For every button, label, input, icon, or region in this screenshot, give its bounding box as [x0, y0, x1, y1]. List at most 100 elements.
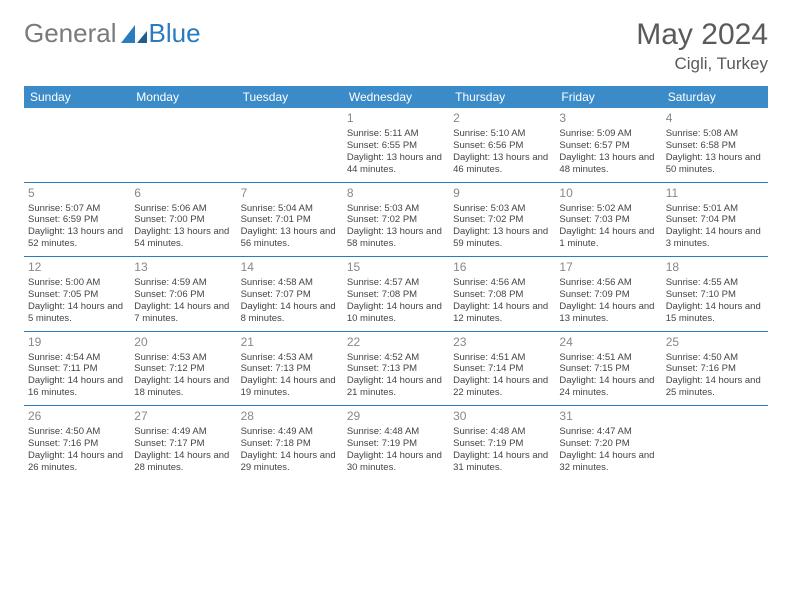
- day-number: 5: [28, 186, 126, 201]
- daylight-line: Daylight: 14 hours and 8 minutes.: [241, 301, 339, 325]
- day-cell: 10Sunrise: 5:02 AMSunset: 7:03 PMDayligh…: [555, 182, 661, 257]
- day-number: 22: [347, 335, 445, 350]
- day-number: 21: [241, 335, 339, 350]
- day-cell: 22Sunrise: 4:52 AMSunset: 7:13 PMDayligh…: [343, 331, 449, 406]
- sunrise-line: Sunrise: 4:49 AM: [134, 426, 232, 438]
- day-number: 20: [134, 335, 232, 350]
- day-number: 26: [28, 409, 126, 424]
- sunrise-line: Sunrise: 4:54 AM: [28, 352, 126, 364]
- sunset-line: Sunset: 7:15 PM: [559, 363, 657, 375]
- sunset-line: Sunset: 7:02 PM: [453, 214, 551, 226]
- day-cell: 4Sunrise: 5:08 AMSunset: 6:58 PMDaylight…: [662, 108, 768, 182]
- sunset-line: Sunset: 7:11 PM: [28, 363, 126, 375]
- sunset-line: Sunset: 7:18 PM: [241, 438, 339, 450]
- day-cell: [24, 108, 130, 182]
- daylight-line: Daylight: 14 hours and 15 minutes.: [666, 301, 764, 325]
- sunset-line: Sunset: 6:55 PM: [347, 140, 445, 152]
- day-number: 2: [453, 111, 551, 126]
- day-cell: [237, 108, 343, 182]
- sunset-line: Sunset: 7:16 PM: [28, 438, 126, 450]
- logo-sail-icon: [121, 25, 147, 43]
- day-cell: 12Sunrise: 5:00 AMSunset: 7:05 PMDayligh…: [24, 257, 130, 332]
- daylight-line: Daylight: 13 hours and 48 minutes.: [559, 152, 657, 176]
- daylight-line: Daylight: 14 hours and 28 minutes.: [134, 450, 232, 474]
- day-number: 25: [666, 335, 764, 350]
- day-cell: 24Sunrise: 4:51 AMSunset: 7:15 PMDayligh…: [555, 331, 661, 406]
- day-number: 6: [134, 186, 232, 201]
- sunrise-line: Sunrise: 4:50 AM: [28, 426, 126, 438]
- logo: General Blue: [24, 18, 201, 49]
- calendar-table: SundayMondayTuesdayWednesdayThursdayFrid…: [24, 86, 768, 480]
- day-cell: [130, 108, 236, 182]
- location: Cigli, Turkey: [636, 54, 768, 74]
- daylight-line: Daylight: 13 hours and 50 minutes.: [666, 152, 764, 176]
- sunset-line: Sunset: 7:09 PM: [559, 289, 657, 301]
- sunrise-line: Sunrise: 4:48 AM: [347, 426, 445, 438]
- sunset-line: Sunset: 6:59 PM: [28, 214, 126, 226]
- daylight-line: Daylight: 14 hours and 29 minutes.: [241, 450, 339, 474]
- day-cell: 21Sunrise: 4:53 AMSunset: 7:13 PMDayligh…: [237, 331, 343, 406]
- month-title: May 2024: [636, 18, 768, 52]
- sunrise-line: Sunrise: 4:56 AM: [453, 277, 551, 289]
- daylight-line: Daylight: 13 hours and 59 minutes.: [453, 226, 551, 250]
- daylight-line: Daylight: 13 hours and 54 minutes.: [134, 226, 232, 250]
- daylight-line: Daylight: 14 hours and 12 minutes.: [453, 301, 551, 325]
- sunrise-line: Sunrise: 5:09 AM: [559, 128, 657, 140]
- calendar-body: 1 Sunrise: 5:11 AMSunset: 6:55 PM Daylight…: [24, 108, 768, 480]
- day-header-row: SundayMondayTuesdayWednesdayThursdayFrid…: [24, 86, 768, 108]
- sunrise-line: Sunrise: 4:53 AM: [241, 352, 339, 364]
- sunrise-line: Sunrise: 5:01 AM: [666, 203, 764, 215]
- sunrise-line: Sunrise: 4:51 AM: [453, 352, 551, 364]
- day-number: 24: [559, 335, 657, 350]
- sunrise-line: Sunrise: 4:49 AM: [241, 426, 339, 438]
- sunrise-line: Sunrise: 5:10 AM: [453, 128, 551, 140]
- day-header: Sunday: [24, 86, 130, 108]
- sunset-line: Sunset: 7:10 PM: [666, 289, 764, 301]
- sunrise-line: Sunrise: 4:48 AM: [453, 426, 551, 438]
- sunset-line: Sunset: 7:19 PM: [347, 438, 445, 450]
- sunset-line: Sunset: 7:00 PM: [134, 214, 232, 226]
- day-cell: 6 Sunrise: 5:06 AMSunset: 7:00 PMDaylight…: [130, 182, 236, 257]
- day-number: 30: [453, 409, 551, 424]
- daylight-line: Daylight: 14 hours and 13 minutes.: [559, 301, 657, 325]
- day-number: 8: [347, 186, 445, 201]
- day-number: 10: [559, 186, 657, 201]
- sunrise-line: Sunrise: 5:11 AM: [347, 128, 445, 140]
- sunrise-line: Sunrise: 5:03 AM: [453, 203, 551, 215]
- day-cell: 18Sunrise: 4:55 AMSunset: 7:10 PMDayligh…: [662, 257, 768, 332]
- day-header: Tuesday: [237, 86, 343, 108]
- day-number: 7: [241, 186, 339, 201]
- daylight-line: Daylight: 14 hours and 32 minutes.: [559, 450, 657, 474]
- sunrise-line: Sunrise: 5:07 AM: [28, 203, 126, 215]
- sunset-line: Sunset: 7:08 PM: [347, 289, 445, 301]
- week-row: 5 Sunrise: 5:07 AMSunset: 6:59 PM Daylight…: [24, 182, 768, 257]
- day-cell: 23Sunrise: 4:51 AMSunset: 7:14 PMDayligh…: [449, 331, 555, 406]
- day-number: 31: [559, 409, 657, 424]
- daylight-line: Daylight: 13 hours and 46 minutes.: [453, 152, 551, 176]
- sunrise-line: Sunrise: 4:59 AM: [134, 277, 232, 289]
- day-number: 19: [28, 335, 126, 350]
- sunset-line: Sunset: 7:13 PM: [347, 363, 445, 375]
- sunrise-line: Sunrise: 4:58 AM: [241, 277, 339, 289]
- daylight-line: Daylight: 14 hours and 19 minutes.: [241, 375, 339, 399]
- sunrise-line: Sunrise: 5:06 AM: [134, 203, 232, 215]
- logo-text-blue: Blue: [149, 18, 201, 49]
- daylight-line: Daylight: 14 hours and 10 minutes.: [347, 301, 445, 325]
- sunrise-line: Sunrise: 4:51 AM: [559, 352, 657, 364]
- daylight-line: Daylight: 14 hours and 25 minutes.: [666, 375, 764, 399]
- day-number: 16: [453, 260, 551, 275]
- day-number: 1: [347, 111, 445, 126]
- daylight-line: Daylight: 14 hours and 26 minutes.: [28, 450, 126, 474]
- sunrise-line: Sunrise: 4:47 AM: [559, 426, 657, 438]
- daylight-line: Daylight: 14 hours and 30 minutes.: [347, 450, 445, 474]
- daylight-line: Daylight: 14 hours and 16 minutes.: [28, 375, 126, 399]
- day-number: 18: [666, 260, 764, 275]
- day-number: 17: [559, 260, 657, 275]
- day-number: 4: [666, 111, 764, 126]
- sunrise-line: Sunrise: 5:03 AM: [347, 203, 445, 215]
- day-cell: 16Sunrise: 4:56 AMSunset: 7:08 PMDayligh…: [449, 257, 555, 332]
- title-block: May 2024 Cigli, Turkey: [636, 18, 768, 74]
- sunset-line: Sunset: 7:19 PM: [453, 438, 551, 450]
- day-header: Friday: [555, 86, 661, 108]
- day-cell: 13Sunrise: 4:59 AMSunset: 7:06 PMDayligh…: [130, 257, 236, 332]
